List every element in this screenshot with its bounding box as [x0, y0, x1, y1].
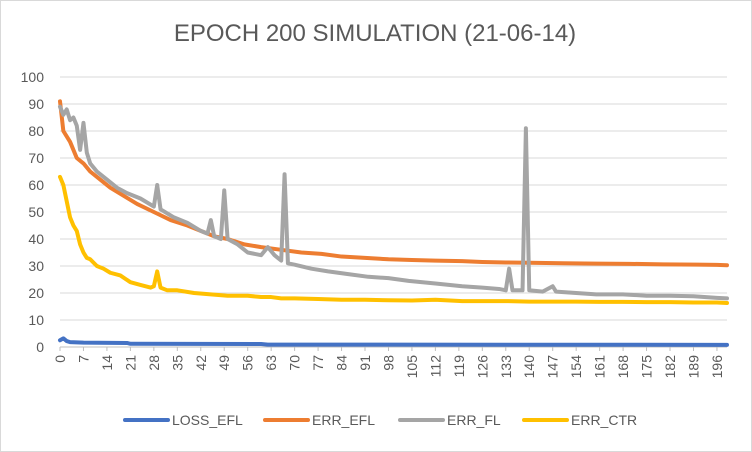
legend-item-err-fl: ERR_FL: [398, 412, 501, 428]
y-tick-label: 90: [28, 96, 44, 112]
x-tick-label: 35: [169, 355, 185, 371]
series-line-loss-efl: [58, 336, 729, 347]
y-tick-label: 70: [28, 150, 44, 166]
series-lines: [58, 99, 729, 347]
y-tick-label: 30: [28, 258, 44, 274]
x-tick-label: 77: [310, 355, 326, 371]
x-tick-label: 119: [451, 355, 467, 378]
y-tick-label: 10: [28, 312, 44, 328]
x-tick-label: 70: [287, 355, 303, 371]
x-tick-label: 63: [263, 355, 279, 371]
x-tick-label: 42: [193, 355, 209, 371]
x-tick-label: 147: [545, 355, 561, 379]
legend-item-err-ctr: ERR_CTR: [522, 412, 637, 428]
y-tick-label: 0: [36, 339, 44, 355]
x-tick-label: 196: [709, 355, 725, 379]
y-tick-label: 40: [28, 231, 44, 247]
x-tick-label: 168: [615, 355, 631, 379]
x-tick-label: 112: [427, 355, 443, 378]
y-tick-label: 60: [28, 177, 44, 193]
x-tick-label: 189: [685, 355, 701, 379]
x-tick-label: 21: [122, 355, 138, 371]
legend-item-loss-efl: LOSS_EFL: [123, 412, 243, 428]
y-tick-label: 20: [28, 285, 44, 301]
x-tick-label: 0: [52, 355, 68, 363]
x-axis-ticks: 0 7 14 21 28 35 42 49 56 63 70 77 84 91 98 105 112 119 126…: [52, 347, 725, 378]
x-tick-label: 91: [357, 355, 373, 371]
y-tick-label: 50: [28, 204, 44, 220]
x-tick-label: 7: [75, 355, 91, 363]
x-tick-label: 49: [216, 355, 232, 371]
x-tick-label: 140: [521, 355, 537, 379]
x-tick-label: 28: [146, 355, 162, 371]
y-tick-label: 80: [28, 123, 44, 139]
y-tick-label: 100: [21, 69, 45, 85]
series-line-err-ctr: [58, 174, 729, 305]
series-line-err-fl: [58, 104, 729, 301]
legend-label: ERR_CTR: [571, 412, 637, 428]
x-tick-label: 56: [240, 355, 256, 371]
x-tick-label: 175: [639, 355, 655, 379]
x-tick-label: 126: [474, 355, 490, 379]
x-tick-label: 161: [592, 355, 608, 379]
x-tick-label: 84: [334, 355, 350, 371]
x-tick-label: 105: [404, 355, 420, 379]
chart-title: EPOCH 200 SIMULATION (21-06-14): [173, 20, 577, 47]
gridlines: [60, 76, 727, 348]
series-line-err-efl: [58, 99, 729, 268]
legend-label: ERR_EFL: [312, 412, 375, 428]
legend-label: ERR_FL: [447, 412, 501, 428]
legend-item-err-efl: ERR_EFL: [263, 412, 375, 428]
legend: LOSS_EFL ERR_EFL ERR_FL ERR_CTR: [123, 412, 637, 428]
x-tick-label: 182: [662, 355, 678, 379]
x-tick-label: 14: [99, 355, 115, 371]
x-tick-label: 154: [568, 355, 584, 379]
x-tick-label: 133: [498, 355, 514, 379]
y-axis-ticks: 0 10 20 30 40 50 60 70 80 90 100: [21, 69, 45, 355]
x-tick-label: 98: [380, 355, 396, 371]
legend-label: LOSS_EFL: [172, 412, 243, 428]
